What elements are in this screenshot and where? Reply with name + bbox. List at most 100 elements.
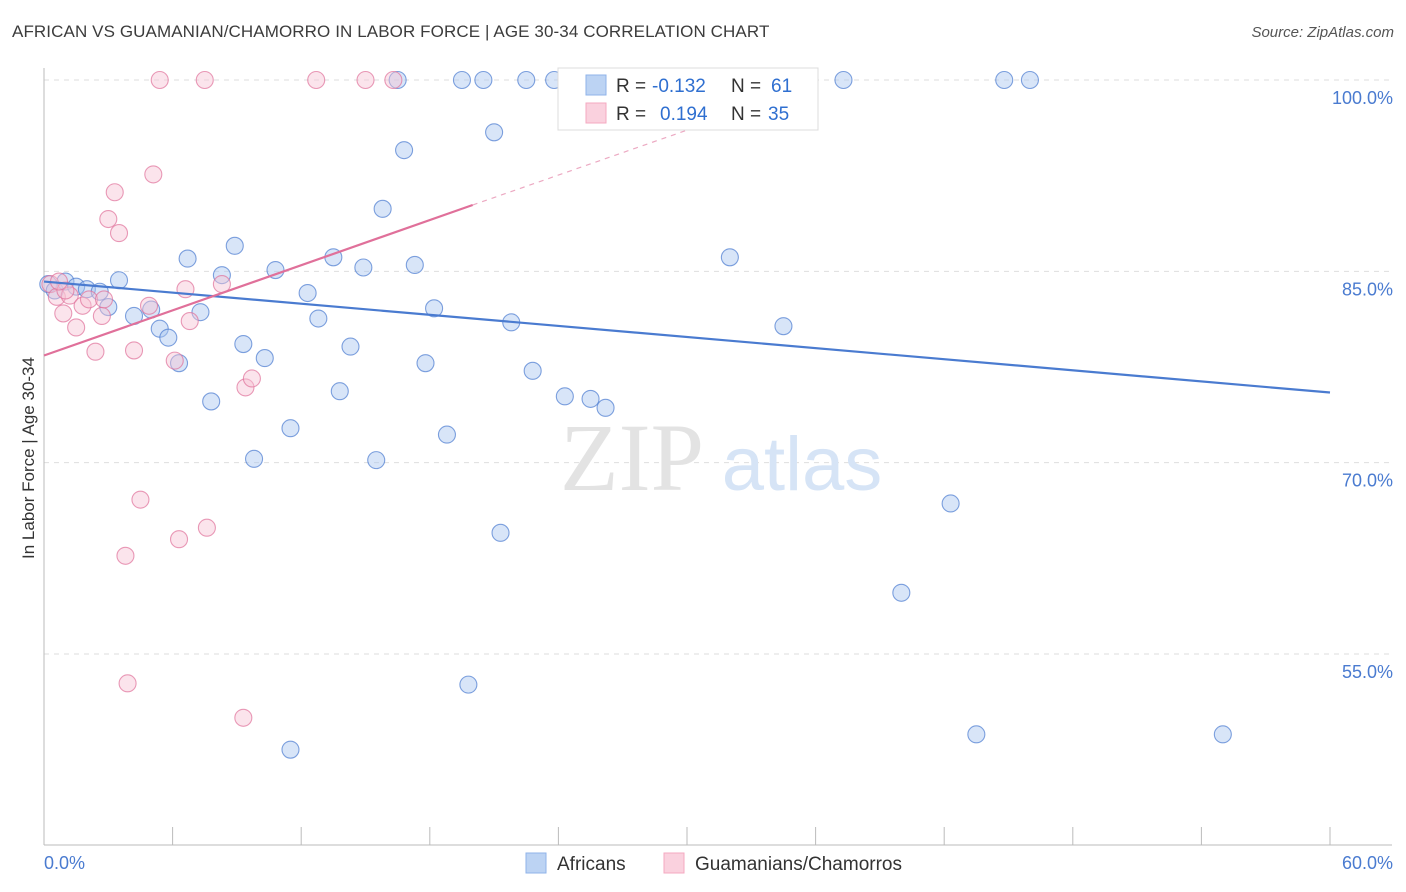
point-guamanians-12 [116,546,135,565]
point-guamanians-13 [118,674,137,693]
point-africans-41 [491,523,510,542]
y-tick-label-2: 70.0% [1342,471,1393,491]
x-tick-label-max: 60.0% [1342,853,1393,873]
point-africans-40 [485,123,504,142]
legend-n-value-1: 61 [771,76,792,97]
point-guamanians-17 [144,165,163,184]
point-guamanians-28 [242,369,261,388]
point-africans-53 [834,70,853,90]
point-guamanians-6 [79,290,99,309]
point-africans-21 [266,261,285,280]
point-africans-28 [354,258,373,277]
point-africans-57 [995,70,1014,90]
chart-source: Source: ZipAtlas.com [1251,24,1394,41]
point-africans-17 [225,236,244,255]
point-guamanians-27 [236,378,255,397]
point-africans-46 [555,387,574,406]
point-africans-54 [892,583,911,602]
point-africans-36 [437,425,456,444]
legend: R = -0.132 N = 61 R = 0.194 N = 35 [557,67,819,131]
point-africans-48 [596,398,615,417]
point-africans-22 [281,419,300,438]
point-africans-35 [425,299,444,318]
point-guamanians-7 [86,342,105,361]
point-guamanians-20 [169,530,189,549]
point-africans-15 [202,392,221,411]
point-africans-55 [941,494,960,513]
legend-r-value-1: -0.132 [652,76,706,97]
y-axis-title: In Labor Force | Age 30-34 [19,357,38,559]
data-points [39,70,1232,759]
legend-r-label-1: R = [616,76,646,97]
point-guamanians-23 [195,70,214,90]
trend-line-africans [43,280,1331,394]
point-guamanians-10 [105,183,124,202]
point-africans-29 [367,451,386,470]
point-guamanians-33 [56,281,75,300]
point-africans-43 [517,70,536,90]
point-guamanians-9 [99,209,118,229]
bottom-legend-label-africans: Africans [557,854,626,875]
point-africans-18 [234,334,253,354]
point-africans-13 [178,249,197,268]
point-africans-37 [452,70,472,90]
point-africans-11 [159,328,178,347]
trend-line-guamanians [43,203,474,357]
point-africans-52 [774,317,793,336]
legend-n-label-2: N = [731,104,761,125]
point-guamanians-14 [124,341,144,360]
point-africans-34 [416,354,435,373]
point-africans-31 [388,70,407,90]
point-africans-33 [405,255,424,275]
point-africans-58 [1020,70,1039,90]
point-guamanians-8 [92,306,111,326]
point-africans-24 [309,309,328,328]
point-africans-26 [330,382,349,401]
watermark-zip: ZIP [560,404,704,511]
bottom-legend-label-guamanians: Guamanians/Chamorros [695,854,902,875]
grid-lines [44,79,1392,655]
point-guamanians-11 [109,224,129,243]
point-africans-44 [523,361,542,380]
point-africans-6 [109,271,129,290]
point-guamanians-2 [54,304,73,323]
legend-swatch-africans [585,74,607,96]
y-tick-label-1: 85.0% [1342,279,1393,299]
point-guamanians-24 [197,518,216,537]
point-africans-19 [244,449,264,468]
point-guamanians-26 [234,708,253,727]
legend-n-label-1: N = [731,76,761,97]
point-africans-59 [1213,725,1232,744]
point-guamanians-15 [131,490,150,509]
point-guamanians-19 [165,351,184,370]
bottom-legend: Africans Guamanians/Chamorros [525,852,902,875]
x-tick-labels: 0.0% 60.0% [44,853,1393,873]
legend-r-label-2: R = [616,104,646,125]
x-tick-label-min: 0.0% [44,853,85,873]
point-guamanians-29 [307,70,326,90]
point-guamanians-5 [73,296,92,315]
bottom-legend-swatch-guamanians [663,852,685,874]
axes [43,68,1392,846]
point-africans-38 [459,675,478,694]
point-africans-23 [298,283,317,303]
watermark: ZIP atlas [560,404,882,511]
point-africans-51 [720,248,739,267]
point-africans-47 [581,389,600,408]
bottom-legend-swatch-africans [525,852,547,874]
y-tick-label-0: 100.0% [1332,88,1393,108]
point-africans-39 [474,70,493,90]
point-africans-30 [373,199,392,218]
point-guamanians-18 [150,70,169,90]
point-africans-32 [395,141,414,160]
point-guamanians-22 [180,312,199,331]
point-africans-20 [255,349,274,368]
point-africans-56 [967,725,986,744]
legend-n-value-2: 35 [768,104,789,125]
y-tick-labels: 100.0% 85.0% 70.0% 55.0% [1332,88,1393,682]
legend-swatch-guamanians [585,102,607,124]
point-guamanians-16 [139,296,159,315]
point-guamanians-31 [384,70,403,90]
point-guamanians-4 [67,318,86,337]
